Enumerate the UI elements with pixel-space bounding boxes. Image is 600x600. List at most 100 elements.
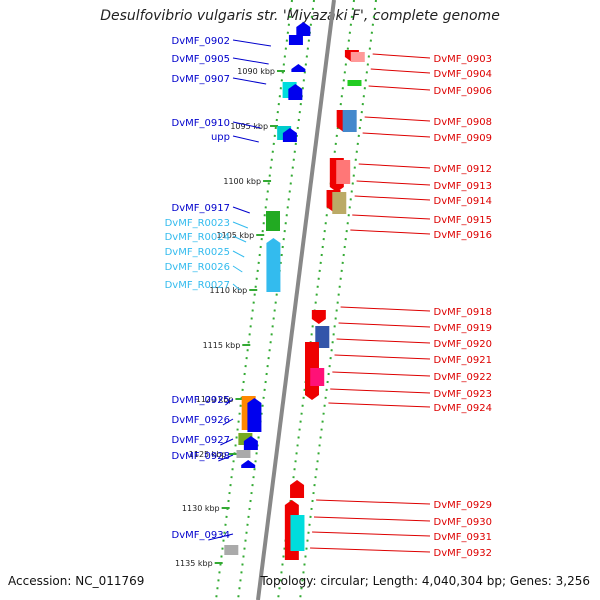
reverse-gene-feature [342, 110, 357, 132]
right-gene-label: DvMF_0906 [434, 86, 492, 97]
left-gene-label: DvMF_0910 [172, 118, 230, 129]
right-gene-label: DvMF_0929 [434, 500, 492, 511]
left-leader-line [232, 135, 259, 143]
reverse-gene-feature [350, 52, 365, 62]
right-leader-line [362, 132, 431, 138]
forward-gene-feature [243, 436, 258, 450]
right-leader-line [310, 547, 431, 553]
genome-backbone [255, 0, 336, 600]
left-gene-label: DvMF_0928 [172, 451, 230, 462]
accession-label: Accession: NC_011769 [8, 574, 145, 588]
reverse-gene-feature [347, 80, 362, 86]
tick-label: 1120 kbp [196, 395, 234, 404]
right-leader-line [352, 214, 431, 220]
strand-guide-1 [236, 0, 315, 600]
left-gene-label: DvMF_R0027 [165, 280, 230, 291]
reverse-gene-feature [310, 368, 325, 386]
right-gene-label: DvMF_0904 [434, 69, 492, 80]
left-leader-line [222, 418, 234, 426]
left-gene-label: DvMF_R0024 [165, 232, 230, 243]
strand-guide-3 [298, 0, 377, 600]
right-gene-label: DvMF_0931 [434, 532, 492, 543]
left-leader-line [218, 454, 234, 462]
left-gene-label: DvMF_0902 [172, 36, 230, 47]
right-leader-line [328, 402, 431, 408]
left-gene-label: DvMF_0905 [172, 54, 230, 65]
left-leader-line [232, 77, 267, 85]
right-leader-line [330, 388, 431, 394]
right-gene-label: DvMF_0922 [434, 372, 492, 383]
reverse-gene-feature [290, 515, 305, 551]
forward-gene-feature [282, 128, 297, 142]
left-leader-line [232, 221, 249, 229]
right-leader-line [354, 195, 431, 201]
reverse-gene-feature [332, 192, 347, 214]
right-gene-label: DvMF_0916 [434, 230, 492, 241]
reverse-gene-feature [336, 160, 351, 184]
right-leader-line [334, 354, 431, 360]
left-leader-line [232, 206, 250, 214]
forward-gene-feature [288, 35, 303, 45]
left-gene-label: DvMF_0907 [172, 74, 230, 85]
right-gene-label: DvMF_0923 [434, 389, 492, 400]
left-leader-line [232, 39, 272, 47]
right-gene-label: DvMF_0903 [434, 54, 492, 65]
right-leader-line [332, 371, 431, 377]
left-gene-label: DvMF_0926 [172, 415, 230, 426]
left-leader-line [232, 235, 247, 243]
right-gene-label: DvMF_0919 [434, 323, 492, 334]
forward-gene-feature [265, 211, 280, 231]
right-leader-line [313, 516, 431, 522]
right-leader-line [372, 53, 431, 59]
left-gene-label: DvMF_R0023 [165, 218, 230, 229]
right-leader-line [312, 531, 431, 537]
left-gene-label: DvMF_0927 [172, 435, 230, 446]
right-gene-label: DvMF_0908 [434, 117, 492, 128]
strand-guide-0 [214, 0, 293, 600]
right-gene-label: DvMF_0930 [434, 517, 492, 528]
forward-gene-feature [296, 22, 311, 36]
left-leader-line [232, 250, 245, 258]
tick-label: 1110 kbp [210, 286, 248, 295]
left-leader-line [232, 265, 243, 273]
right-leader-line [370, 68, 431, 74]
tick-label: 1105 kbp [217, 231, 255, 240]
forward-gene-feature [241, 460, 256, 468]
right-leader-line [364, 116, 431, 122]
right-leader-line [368, 85, 431, 91]
left-gene-label: DvMF_0917 [172, 203, 230, 214]
left-gene-label: DvMF_R0025 [165, 247, 230, 258]
tick-label: 1115 kbp [203, 341, 241, 350]
right-gene-label: DvMF_0921 [434, 355, 492, 366]
page-title: Desulfovibrio vulgaris str. 'Miyazaki F'… [100, 8, 500, 24]
right-gene-label: DvMF_0913 [434, 181, 492, 192]
right-leader-line [338, 322, 431, 328]
right-gene-label: DvMF_0915 [434, 215, 492, 226]
tick-label: 1130 kbp [182, 504, 220, 513]
left-gene-label: DvMF_R0026 [165, 262, 230, 273]
right-leader-line [350, 229, 431, 235]
right-gene-label: DvMF_0909 [434, 133, 492, 144]
left-gene-label: DvMF_0934 [172, 530, 230, 541]
left-leader-line [220, 438, 234, 446]
tick-label: 1095 kbp [230, 122, 268, 131]
left-leader-line [232, 283, 241, 291]
right-leader-line [336, 338, 431, 344]
right-gene-label: DvMF_0918 [434, 307, 492, 318]
left-gene-label: upp [211, 132, 230, 143]
forward-gene-feature [266, 238, 281, 292]
right-leader-line [356, 180, 431, 186]
forward-gene-feature [247, 398, 262, 432]
tick-label: 1135 kbp [175, 559, 213, 568]
forward-gene-feature [291, 64, 306, 72]
right-leader-line [340, 306, 431, 312]
left-leader-line [232, 57, 269, 65]
left-leader-line [208, 533, 234, 541]
tick-label: 1100 kbp [223, 177, 261, 186]
right-gene-label: DvMF_0932 [434, 548, 492, 559]
left-leader-line [232, 121, 261, 129]
topology-label: Topology: circular; Length: 4,040,304 bp… [260, 574, 590, 588]
forward-gene-feature [224, 545, 239, 555]
tick-label: 1125 kbp [189, 450, 227, 459]
